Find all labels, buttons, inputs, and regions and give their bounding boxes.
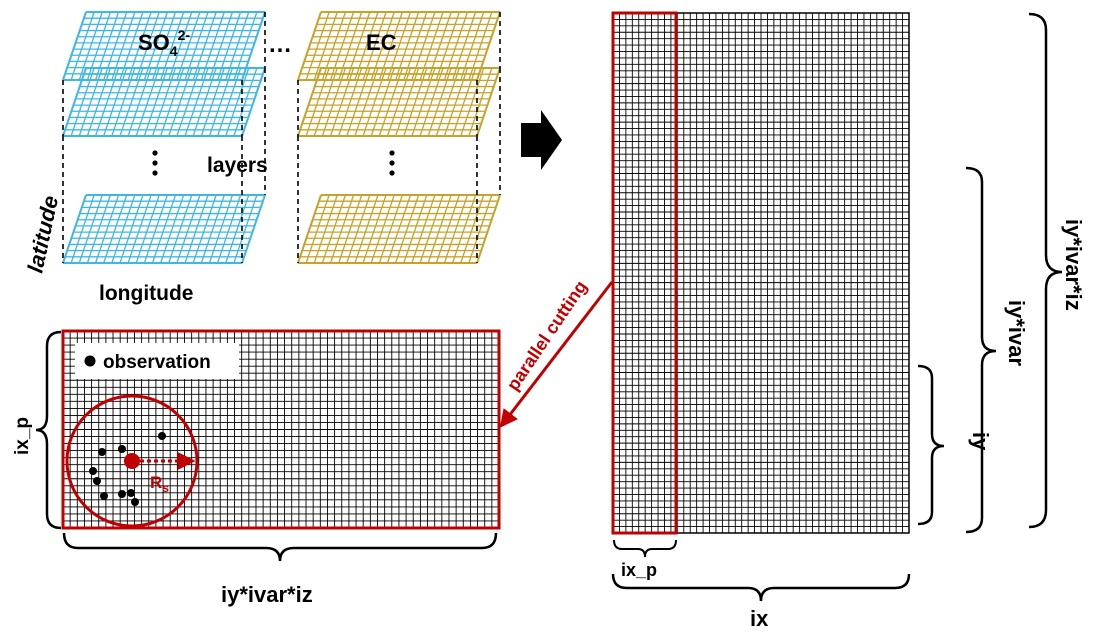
influence-radius-circle bbox=[65, 394, 199, 528]
ix-p-left-brace bbox=[35, 330, 62, 530]
big-matrix-grid bbox=[612, 12, 910, 534]
cut-matrix-outline bbox=[61, 329, 501, 530]
vertical-ellipsis-left bbox=[152, 150, 158, 176]
so4-layer-connectors bbox=[62, 12, 266, 263]
ec-layer-connectors bbox=[297, 12, 501, 263]
observation-dots bbox=[89, 432, 166, 506]
layers-label: layers bbox=[207, 154, 268, 177]
iy-label: iy bbox=[968, 432, 993, 451]
dot-icon bbox=[84, 355, 96, 367]
iy-ivar-label: iy*ivar bbox=[1004, 300, 1029, 366]
ec-layer-stack bbox=[297, 11, 501, 264]
observation-label: observation bbox=[103, 352, 211, 373]
so4-layer-3 bbox=[62, 194, 266, 264]
ec-layer-3 bbox=[297, 194, 501, 264]
ix-p-left-label: ix_p bbox=[12, 417, 33, 455]
ix-p-bottom-label: ix_p bbox=[621, 560, 657, 580]
parallel-cutting-label: parallel cutting bbox=[503, 277, 591, 394]
longitude-label: longitude bbox=[99, 282, 193, 305]
iy-ivar-iz-right-brace bbox=[1028, 12, 1063, 529]
iy-ivar-iz-right-label: iy*ivar*iz bbox=[1061, 219, 1086, 311]
analysis-point bbox=[124, 453, 140, 469]
iy-ivar-iz-bottom-label: iy*ivar*iz bbox=[221, 582, 313, 607]
ix-brace bbox=[611, 573, 911, 602]
so4-label: SO42- bbox=[138, 27, 190, 59]
vertical-ellipsis-right bbox=[389, 150, 395, 176]
so4-layer-stack bbox=[62, 11, 266, 264]
iy-ivar-iz-bottom-brace bbox=[62, 532, 498, 562]
right-arrow-icon bbox=[521, 110, 562, 170]
observation-legend-box bbox=[75, 343, 239, 379]
iy-ivar-brace bbox=[965, 166, 997, 534]
ec-layer-2 bbox=[297, 67, 501, 137]
ec-label: EC bbox=[366, 30, 397, 55]
ix-label: ix bbox=[750, 606, 769, 631]
latitude-label: latitude bbox=[22, 193, 63, 275]
ix-p-bottom-brace bbox=[613, 539, 677, 558]
parallel-cutting-arrow bbox=[499, 281, 614, 428]
rs-label: Rs bbox=[150, 473, 169, 495]
ix-p-strip-highlight bbox=[611, 11, 678, 535]
iy-brace bbox=[917, 364, 945, 526]
ellipsis-label: … bbox=[268, 31, 292, 58]
so4-layer-2 bbox=[62, 67, 266, 137]
big-matrix-cells bbox=[613, 13, 909, 533]
